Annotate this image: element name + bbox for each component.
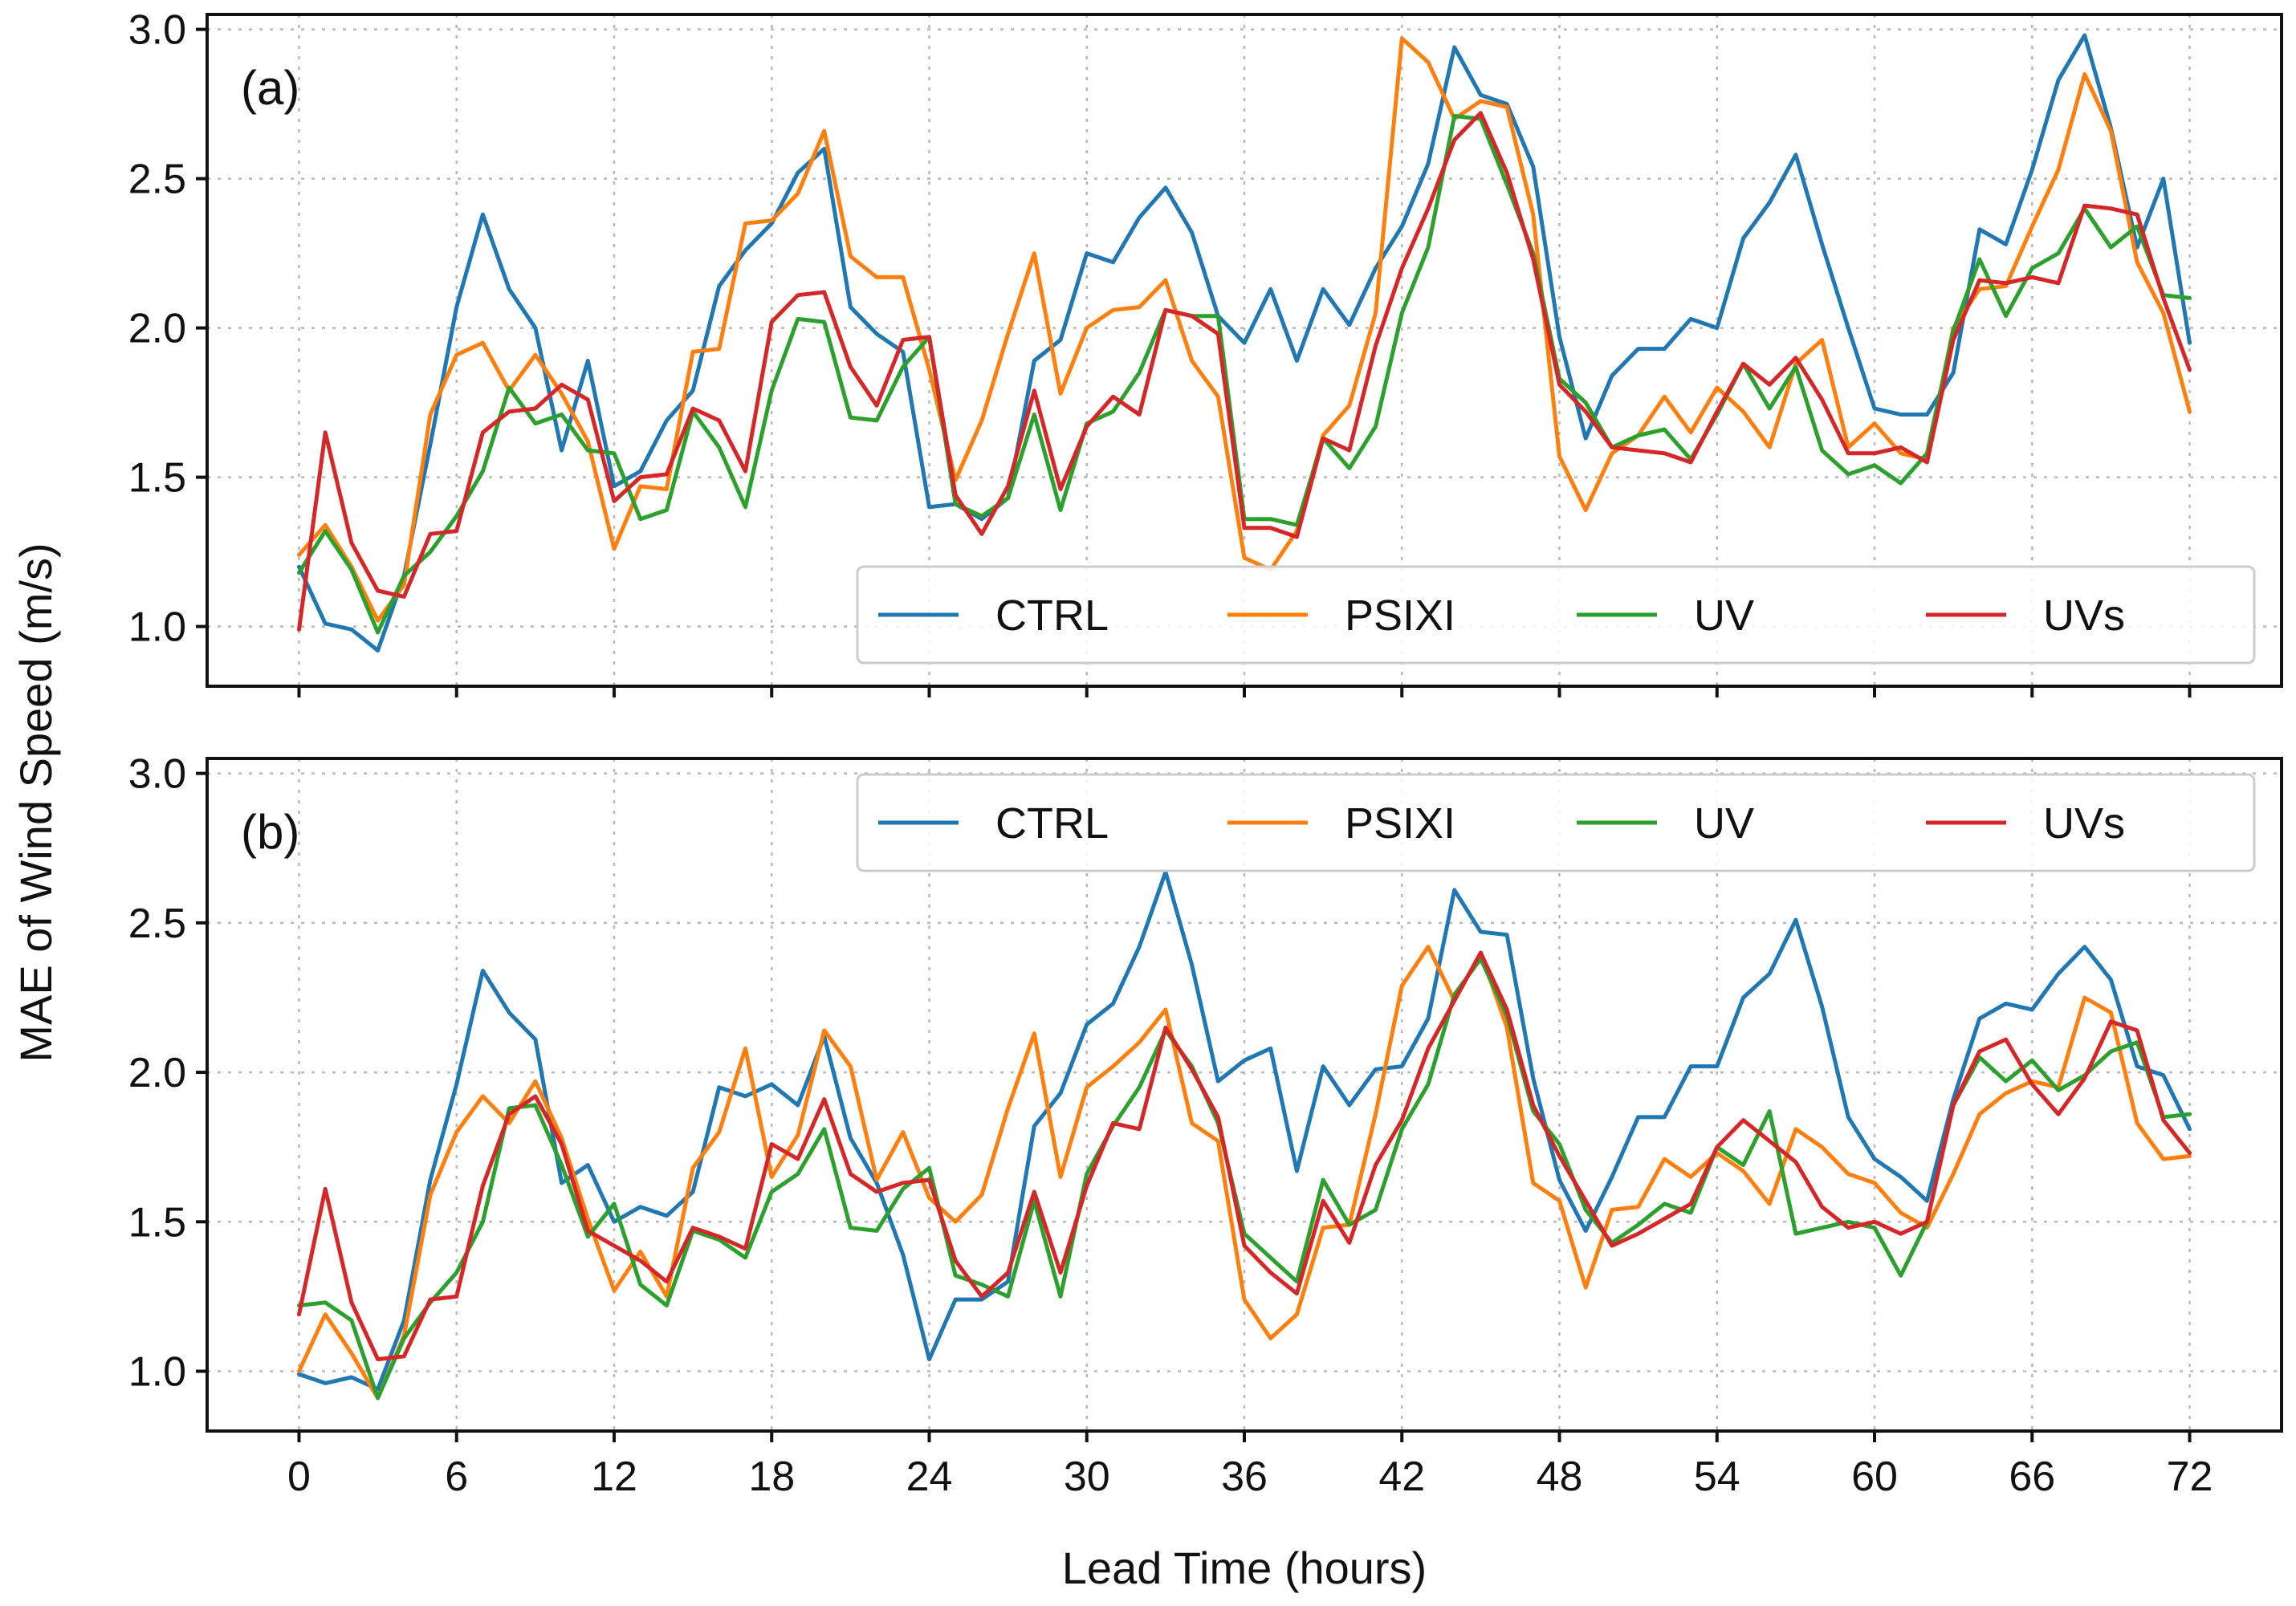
x-tick-label: 30 <box>1064 1454 1110 1500</box>
x-tick-label: 6 <box>445 1454 468 1500</box>
legend-label-psixi: PSIXI <box>1345 592 1455 640</box>
x-tick-label: 48 <box>1537 1454 1583 1500</box>
y-axis-label: MAE of Wind Speed (m/s) <box>10 543 61 1062</box>
x-tick-label: 36 <box>1221 1454 1268 1500</box>
legend-label-psixi: PSIXI <box>1345 799 1455 848</box>
y-tick-label: 2.0 <box>128 1050 186 1096</box>
x-tick-label: 66 <box>2009 1454 2055 1500</box>
panel-label: (a) <box>241 61 299 115</box>
y-tick-label: 1.5 <box>128 455 186 502</box>
series-line-ctrl <box>297 33 2192 653</box>
legend-box <box>856 773 2256 872</box>
x-axis-label: Lead Time (hours) <box>1062 1543 1427 1593</box>
legend-label-uv: UV <box>1694 592 1754 640</box>
y-tick-label: 2.5 <box>128 901 186 947</box>
x-tick-label: 0 <box>287 1454 311 1500</box>
panel-a: 1.0 1.5 2.0 2.5 3.0 (a) CTRL PSIXI UV UVs <box>128 7 2283 697</box>
y-tick-label: 2.0 <box>128 306 186 352</box>
series-line-psixi <box>297 36 2192 623</box>
y-tick-label: 1.5 <box>128 1199 186 1246</box>
series-line-uvs <box>297 950 2192 1362</box>
y-tick-label: 3.0 <box>128 7 186 54</box>
series-line-uvs <box>297 111 2192 632</box>
y-tick-label: 1.0 <box>128 604 186 651</box>
panel-b: 0 6 12 18 24 30 36 42 48 54 60 66 72 1.0 1.5 2.0 2.5 3.0 (… <box>128 751 2283 1500</box>
legend-label-ctrl: CTRL <box>995 592 1109 640</box>
x-tick-label: 60 <box>1851 1454 1898 1500</box>
y-tick-label: 1.0 <box>128 1349 186 1396</box>
legend-label-uv: UV <box>1694 799 1754 848</box>
series-line-uv <box>297 957 2192 1401</box>
legend-label-uvs: UVs <box>2043 592 2125 640</box>
y-tick-label: 2.5 <box>128 157 186 203</box>
x-tick-label: 18 <box>748 1454 795 1500</box>
legend-label-ctrl: CTRL <box>995 799 1109 848</box>
x-tick-label: 72 <box>2167 1454 2213 1500</box>
x-tick-label: 42 <box>1378 1454 1425 1500</box>
x-tick-label: 54 <box>1694 1454 1740 1500</box>
series-line-psixi <box>297 945 2192 1401</box>
legend-label-uvs: UVs <box>2043 799 2125 848</box>
x-tick-label: 12 <box>591 1454 637 1500</box>
panel-label: (b) <box>241 805 299 859</box>
x-tick-label: 24 <box>906 1454 953 1500</box>
legend-box <box>856 565 2256 665</box>
series-line-ctrl <box>297 870 2192 1392</box>
y-tick-label: 3.0 <box>128 751 186 798</box>
